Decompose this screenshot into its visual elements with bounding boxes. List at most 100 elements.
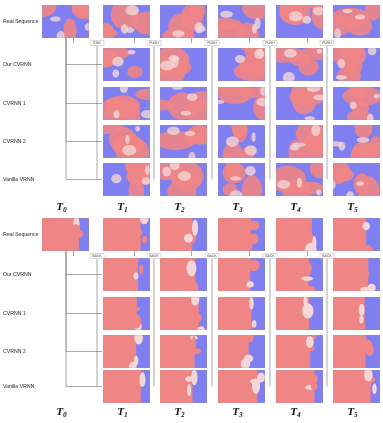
blue-band [364,297,380,330]
tile [160,218,207,251]
blob [187,383,192,396]
blob [160,60,174,71]
time-index: 5 [354,206,358,214]
blob [316,189,322,196]
action-box [89,40,105,46]
blob [139,372,146,387]
blob [139,218,149,225]
connector [307,38,328,180]
action-label: PUSH [149,41,159,45]
time-symbol: T [347,406,355,418]
time-symbol: T [117,406,125,418]
blob [111,174,122,184]
blob [256,97,265,107]
tile [42,5,89,38]
blob [160,99,175,111]
action-box [204,40,220,46]
blob [359,315,364,324]
time-label: T3 [232,201,243,214]
time-index: 5 [354,411,358,419]
tile [333,297,380,330]
tile [103,48,150,81]
tile [276,218,323,251]
action-box [204,253,220,259]
tile [333,218,380,251]
tile [333,335,380,368]
time-index: 0 [63,206,67,214]
connector [65,251,102,387]
action-label: PUSH [265,41,275,45]
blob [311,125,321,136]
action-box [319,40,335,46]
tile [160,297,207,330]
action-box [262,40,278,46]
blob [247,259,260,272]
blob [135,230,143,236]
tile [276,87,323,120]
action-box [146,253,162,259]
time-index: 3 [238,411,243,419]
tile [276,163,323,196]
time-symbol: T [56,406,64,418]
time-index: 4 [296,206,301,214]
blob [122,145,137,156]
blob [131,306,141,311]
time-index: 4 [296,411,301,419]
tile [103,163,150,196]
tile [160,163,207,196]
row-label: CVRNN 2 [3,139,26,145]
time-label: T0 [56,201,67,214]
blob [251,320,257,328]
blob [177,171,191,181]
action-box [262,253,278,259]
blob [245,335,255,343]
blob [305,336,314,348]
blob [360,335,367,349]
blue-band [140,218,150,251]
blob [134,335,143,345]
time-symbol: T [56,201,64,213]
time-label: T3 [232,406,243,419]
blob [366,113,374,120]
blob [312,236,317,249]
row-label: CVRNN 2 [3,349,26,355]
tile [333,87,380,120]
blob [288,11,303,22]
blob [171,87,184,90]
blob [356,137,370,143]
tile [218,5,265,38]
blob [74,229,84,238]
blob [334,28,341,38]
tile [218,335,265,368]
blob [180,111,192,116]
connector [249,38,271,180]
time-label: T2 [174,406,185,419]
time-symbol: T [232,201,240,213]
blob [218,87,247,93]
action-label: PUSH [322,41,332,45]
time-label: T1 [117,201,127,214]
time-symbol: T [232,406,240,418]
blob [187,281,199,291]
blob [361,244,374,251]
blob [125,135,130,145]
blob [312,6,323,16]
blob [144,165,150,175]
time-index: 2 [180,206,185,214]
blue-band [198,297,207,330]
action-box [319,253,335,259]
tile [103,297,150,330]
connector [191,251,213,387]
time-label: T1 [117,406,127,419]
tile [160,87,207,120]
blob [303,285,316,291]
blob [342,9,353,14]
row-label: CVRNN 1 [3,101,26,107]
blob [125,163,150,179]
blob [197,326,205,330]
tile [103,335,150,368]
blob [301,276,314,281]
blob [242,175,263,196]
tile [276,258,323,291]
